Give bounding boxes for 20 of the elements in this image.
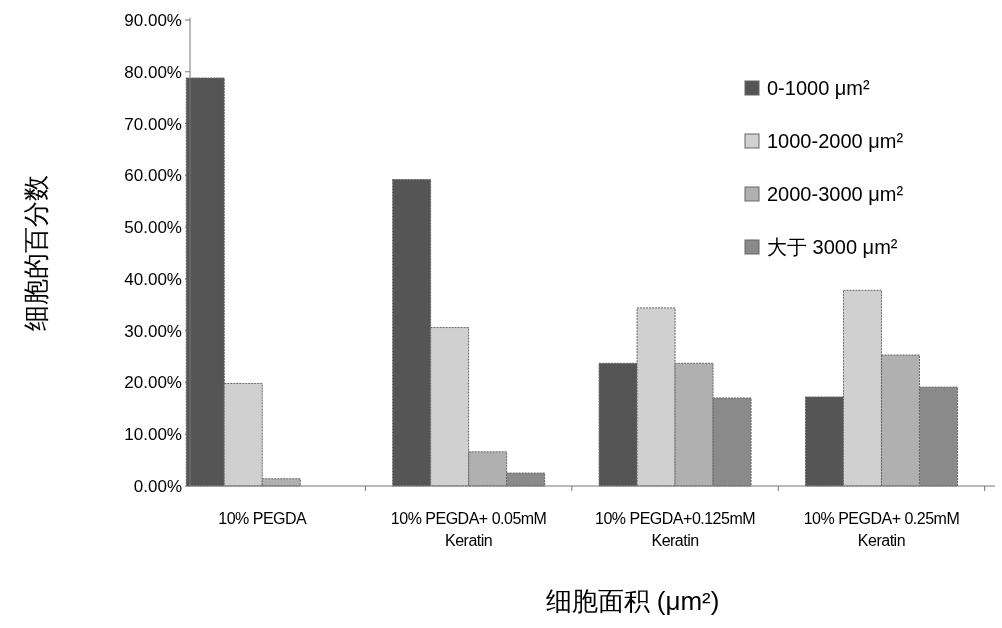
x-axis-title: 细胞面积 (μm²) xyxy=(545,586,720,616)
legend-label: 0-1000 μm² xyxy=(767,77,871,99)
y-tick-label: 80.00% xyxy=(124,62,182,82)
x-tick-label: 10% PEGDA+ 0.05mM Keratin xyxy=(390,510,547,549)
y-tick-label: 10.00% xyxy=(124,425,182,445)
legend-label: 1000-2000 μm² xyxy=(767,130,904,152)
y-tick-label: 0.00% xyxy=(133,477,182,496)
y-tick-label: 60.00% xyxy=(124,166,182,186)
y-tick-label: 30.00% xyxy=(124,321,182,341)
y-tick-label: 70.00% xyxy=(124,114,182,134)
legend-label: 2000-3000 μm² xyxy=(767,183,904,205)
y-tick-label: 40.00% xyxy=(124,269,182,289)
y-axis-title: 细胞的百分数 xyxy=(21,175,51,331)
x-tick-label: 10% PEGDA+0.125mM Keratin xyxy=(595,510,756,549)
x-tick-label: 10% PEGDA xyxy=(218,510,308,527)
y-tick-label: 90.00% xyxy=(124,11,182,30)
legend-label: 大于 3000 μm² xyxy=(767,236,898,258)
y-tick-label: 20.00% xyxy=(124,373,182,393)
x-tick-label: 10% PEGDA+ 0.25mM Keratin xyxy=(803,510,960,549)
y-tick-label: 50.00% xyxy=(124,218,182,238)
